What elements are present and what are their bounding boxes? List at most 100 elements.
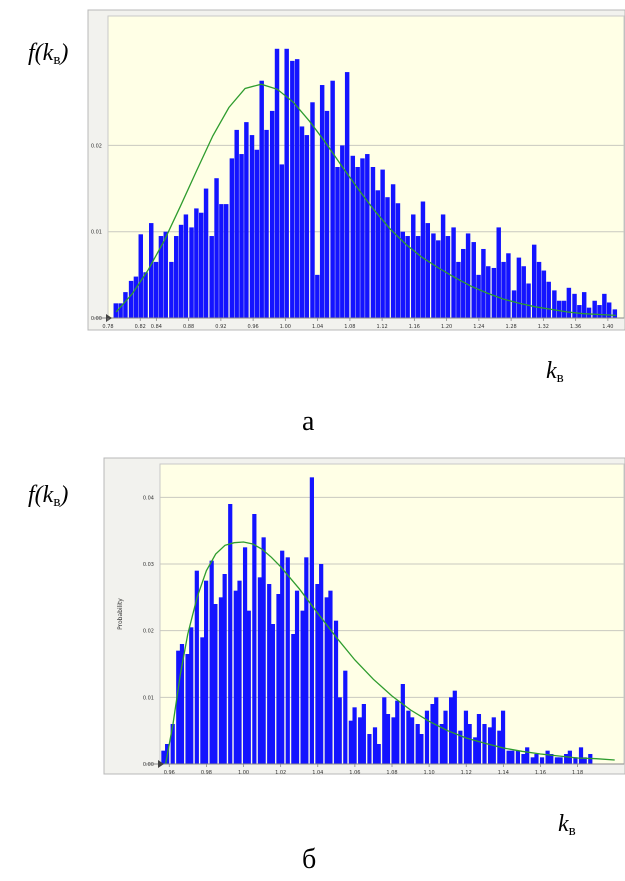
histogram-bar	[506, 253, 511, 318]
histogram-bar	[133, 276, 139, 318]
histogram-bar	[451, 227, 456, 318]
histogram-bar	[476, 274, 481, 318]
histogram-bar	[118, 303, 123, 318]
histogram-bar	[471, 242, 476, 318]
histogram-bar	[249, 135, 255, 318]
histogram-bar	[304, 135, 310, 318]
histogram-bar	[496, 227, 501, 318]
histogram-bar	[285, 557, 290, 764]
histogram-bar	[573, 757, 578, 764]
histogram-bar	[209, 236, 214, 318]
histogram-bar	[602, 293, 607, 318]
histogram-bar	[481, 248, 486, 318]
histogram-bar	[424, 710, 430, 764]
histogram-bar	[300, 610, 305, 764]
histogram-bar	[554, 757, 559, 764]
histogram-bar	[242, 547, 248, 764]
histogram-bar	[439, 724, 444, 764]
histogram-bar	[458, 730, 463, 764]
x-tick-label: 0.82	[135, 324, 146, 330]
histogram-bar	[486, 266, 491, 318]
histogram-bar	[545, 750, 550, 764]
histogram-bar	[382, 697, 387, 764]
histogram-bar	[328, 590, 333, 764]
histogram-bar	[564, 754, 569, 764]
histogram-bar	[158, 236, 164, 318]
histogram-bar	[558, 757, 563, 764]
histogram-bar	[405, 236, 410, 318]
x-axis-label: kв	[558, 811, 576, 839]
y-tick-label: 0.02	[143, 629, 154, 635]
histogram-bar	[561, 300, 567, 318]
histogram-bar	[436, 240, 441, 318]
histogram-bar	[482, 724, 487, 764]
histogram-bar	[552, 290, 557, 318]
histogram-bar	[516, 257, 522, 318]
histogram-bar	[319, 85, 325, 319]
histogram-bar	[183, 214, 189, 318]
histogram-bar	[510, 750, 515, 764]
y-tick-label: 0.03	[143, 562, 154, 568]
histogram-bar	[209, 560, 214, 764]
histogram-bar	[452, 690, 457, 764]
panel-caption: б	[302, 844, 317, 875]
histogram-bar	[223, 204, 229, 318]
histogram-bar	[420, 201, 426, 318]
histogram-bar	[506, 750, 511, 764]
histogram-bar	[233, 590, 238, 764]
histogram-bar	[213, 604, 218, 764]
histogram-bar	[149, 223, 154, 318]
histogram-bar	[586, 307, 592, 318]
histogram-bar	[239, 154, 244, 318]
histogram-bar	[391, 717, 396, 764]
histogram-bar	[395, 203, 401, 318]
histogram-bar	[324, 110, 330, 319]
histogram-bar	[415, 236, 421, 318]
histogram-bar	[169, 261, 174, 318]
histogram-bar	[361, 704, 366, 764]
x-tick-label: 1.14	[498, 770, 509, 776]
x-tick-label: 1.12	[377, 324, 388, 330]
fitted-density-curve	[164, 541, 615, 765]
histogram-bar	[315, 584, 320, 764]
x-tick-label: 1.00	[280, 324, 291, 330]
histogram-bar	[294, 59, 300, 319]
histogram-bar	[264, 129, 269, 318]
histogram-bar	[352, 707, 357, 764]
x-tick-label: 1.18	[572, 770, 583, 776]
histogram-bar	[259, 80, 264, 318]
x-tick-label: 0.92	[215, 324, 226, 330]
histogram-bar	[400, 231, 406, 318]
x-tick-label: 1.16	[535, 770, 546, 776]
y-tick-label: 0.02	[91, 143, 102, 149]
histogram-bar	[229, 158, 235, 318]
histogram-bar	[572, 293, 577, 318]
histogram-bar	[526, 283, 531, 318]
histogram-bar	[344, 72, 350, 318]
histogram-bar	[246, 610, 251, 764]
histogram-bar	[419, 734, 424, 764]
histogram-bar	[309, 477, 314, 764]
histogram-bar	[237, 580, 242, 764]
histogram-bar	[228, 504, 233, 764]
histogram-bar	[367, 734, 372, 764]
y-tick-label: 0.00	[91, 316, 102, 322]
histogram-bar	[443, 710, 448, 764]
histogram-bar	[185, 654, 190, 764]
histogram-bar	[360, 158, 365, 318]
histogram-bar	[199, 212, 204, 318]
histogram-bar	[270, 624, 276, 764]
histogram-bar	[153, 261, 159, 318]
fitted-density-curve	[115, 83, 616, 317]
histogram-bar	[163, 231, 168, 318]
histogram-bar	[194, 208, 199, 318]
histogram-bar	[218, 597, 224, 764]
histogram-bar	[581, 292, 587, 318]
histogram-bar	[143, 272, 148, 318]
histogram-bar	[189, 227, 194, 318]
x-tick-label: 1.00	[238, 770, 249, 776]
histogram-bar	[582, 757, 587, 764]
x-axis-label: kв	[546, 358, 564, 386]
histogram-bar	[411, 214, 416, 318]
histogram-bar	[501, 261, 506, 318]
